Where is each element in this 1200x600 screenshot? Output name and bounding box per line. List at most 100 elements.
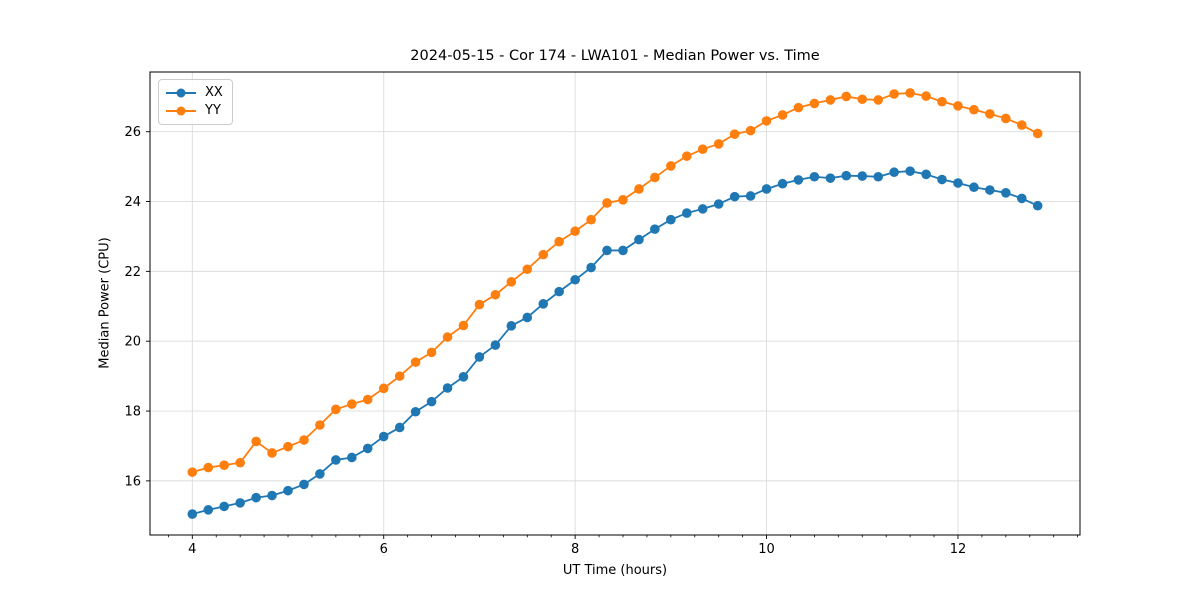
series-XX-point bbox=[378, 431, 389, 442]
legend-label-xx: XX bbox=[205, 85, 223, 100]
series-YY-point bbox=[1032, 128, 1043, 139]
series-YY-point bbox=[825, 95, 836, 105]
series-YY-point bbox=[442, 332, 453, 342]
x-tick-label: 8 bbox=[571, 542, 579, 557]
series-YY-point bbox=[219, 460, 229, 470]
series-YY-point bbox=[283, 441, 293, 452]
series-XX-point bbox=[857, 171, 868, 181]
series-YY-point bbox=[394, 371, 405, 381]
series-XX-point bbox=[331, 455, 341, 465]
series-XX-point bbox=[729, 191, 740, 202]
series-YY-point bbox=[554, 236, 564, 247]
legend-label-yy: YY bbox=[205, 103, 221, 118]
series-YY-point bbox=[267, 448, 277, 458]
x-axis-label: UT Time (hours) bbox=[562, 563, 668, 578]
series-XX-point bbox=[410, 406, 421, 417]
series-YY-point bbox=[761, 116, 772, 126]
x-tick-label: 12 bbox=[950, 542, 967, 557]
series-YY-point bbox=[666, 161, 676, 171]
series-XX-point bbox=[474, 352, 485, 362]
series-XX-point bbox=[745, 191, 756, 201]
series-YY-point bbox=[203, 462, 214, 473]
series-XX-point bbox=[697, 204, 708, 214]
series-XX-point bbox=[347, 452, 357, 463]
series-YY-point bbox=[745, 125, 756, 136]
series-YY-point bbox=[713, 139, 724, 149]
series-YY-point bbox=[315, 420, 325, 430]
series-XX-point bbox=[809, 171, 820, 182]
series-YY-point bbox=[187, 467, 198, 477]
series-YY-point bbox=[809, 98, 820, 109]
series-XX-point bbox=[219, 501, 229, 512]
y-tick-label: 18 bbox=[124, 405, 141, 420]
series-YY-point bbox=[1017, 120, 1027, 130]
y-tick-label: 26 bbox=[124, 125, 141, 140]
series-XX-point bbox=[889, 167, 899, 178]
series-XX-point bbox=[362, 443, 373, 454]
series-XX-point bbox=[825, 173, 836, 183]
series-XX-point bbox=[618, 245, 628, 256]
series-YY-point bbox=[410, 357, 421, 367]
series-YY-point bbox=[602, 198, 612, 208]
series-YY-point bbox=[729, 129, 740, 139]
axes-spines bbox=[149, 71, 1081, 536]
series-YY-point bbox=[905, 88, 915, 98]
legend: XX YY bbox=[158, 79, 233, 125]
series-XX-point bbox=[538, 299, 549, 309]
legend-swatch-yy bbox=[166, 105, 196, 116]
series-XX-point bbox=[554, 286, 564, 297]
series-XX-point bbox=[1001, 188, 1011, 198]
series-YY-line bbox=[192, 92, 1039, 474]
series-XX-point bbox=[953, 178, 963, 188]
series-YY-point bbox=[490, 289, 501, 300]
series-XX-point bbox=[793, 175, 804, 185]
series-YY-point bbox=[235, 457, 245, 468]
series-XX-point bbox=[985, 185, 995, 195]
y-tick-label: 16 bbox=[124, 474, 141, 489]
series-XX-point bbox=[426, 396, 437, 407]
series-YY-point bbox=[857, 94, 868, 105]
y-tick-label: 22 bbox=[124, 265, 141, 280]
series-XX-point bbox=[921, 169, 931, 180]
series-YY-point bbox=[458, 320, 469, 331]
series-XX-point bbox=[283, 485, 293, 496]
series-XX-point bbox=[666, 214, 676, 225]
series-XX-point bbox=[650, 224, 660, 234]
series-XX-point bbox=[841, 170, 852, 181]
y-tick-label: 20 bbox=[124, 335, 141, 350]
series-XX-point bbox=[761, 184, 772, 194]
series-YY-point bbox=[362, 394, 373, 405]
series-XX-point bbox=[586, 262, 596, 273]
series-YY-point bbox=[378, 383, 389, 394]
series-YY-point bbox=[618, 195, 628, 205]
series-XX-point bbox=[570, 274, 580, 285]
series-XX-point bbox=[969, 182, 979, 193]
series-YY-point bbox=[251, 436, 261, 447]
series-YY-point bbox=[634, 184, 644, 194]
series-YY-point bbox=[953, 101, 963, 111]
series-XX-point bbox=[937, 174, 947, 185]
series-YY-point bbox=[889, 89, 899, 99]
legend-entry-yy: YY bbox=[166, 103, 223, 118]
series-XX-point bbox=[315, 469, 325, 479]
legend-swatch-xx bbox=[166, 87, 196, 98]
series-XX-point bbox=[394, 422, 405, 433]
legend-entry-xx: XX bbox=[166, 85, 223, 100]
series-YY-point bbox=[586, 214, 596, 225]
series-XX-point bbox=[490, 340, 501, 350]
series-YY-point bbox=[969, 104, 979, 115]
series-XX-point bbox=[1017, 193, 1027, 204]
series-YY-point bbox=[921, 91, 931, 101]
series-XX-point bbox=[873, 171, 884, 182]
series-XX-point bbox=[777, 178, 788, 189]
series-YY-point bbox=[1001, 113, 1011, 124]
series-XX-point bbox=[1032, 200, 1043, 211]
series-YY-point bbox=[697, 144, 708, 154]
series-XX-point bbox=[187, 509, 198, 519]
x-tick-label: 10 bbox=[758, 542, 775, 557]
series-YY-point bbox=[299, 435, 309, 445]
series-XX-point bbox=[203, 505, 214, 515]
series-YY-point bbox=[570, 226, 580, 237]
